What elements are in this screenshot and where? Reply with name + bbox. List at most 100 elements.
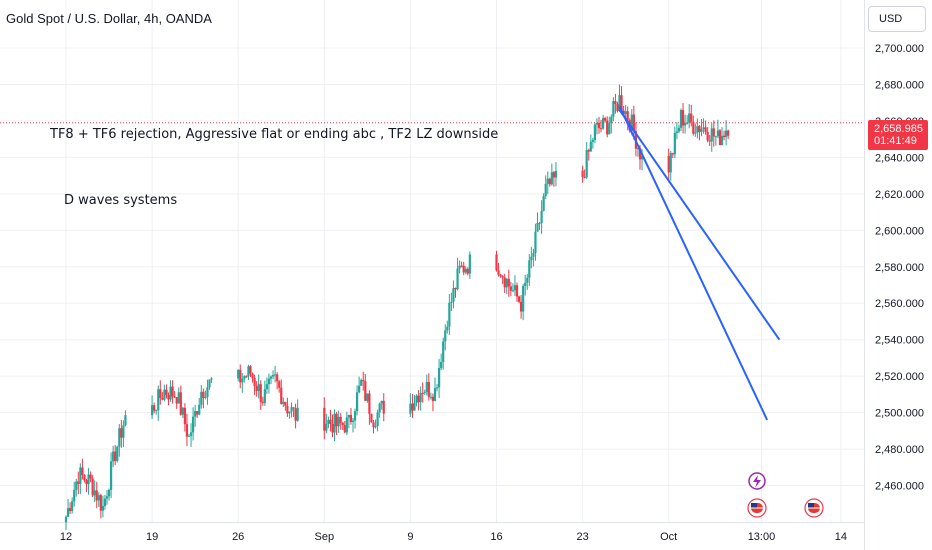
candle-body	[366, 393, 369, 401]
candle-body	[462, 265, 465, 273]
candle-body	[714, 136, 717, 138]
candle-body	[688, 113, 691, 123]
candle-body	[325, 423, 328, 431]
candle-body	[362, 379, 365, 382]
candle-body	[372, 422, 375, 428]
candle-body	[200, 391, 203, 405]
candle-body	[337, 416, 340, 427]
candle-body	[710, 128, 713, 142]
candle-body	[423, 392, 426, 394]
candle-body	[638, 147, 642, 160]
candle-body	[497, 270, 500, 275]
candle-body	[694, 132, 697, 134]
candle-body	[251, 373, 254, 379]
candle-body	[700, 129, 703, 132]
candle-body	[247, 366, 250, 377]
price-tick-label: 2,480.000	[875, 444, 924, 456]
candle-body	[257, 384, 260, 392]
candle-body	[196, 411, 199, 415]
candle-body	[671, 153, 674, 155]
candle-body	[640, 156, 644, 160]
price-tick-label: 2,620.000	[875, 189, 924, 201]
price-tick-label: 2,560.000	[875, 298, 924, 310]
time-tick-label: Oct	[660, 531, 677, 543]
candle-body	[448, 302, 451, 327]
last-price-tag: 2,658.985 01:41:49	[868, 120, 928, 150]
candle-body	[583, 176, 586, 178]
candle-body	[208, 379, 211, 388]
candle-body	[292, 407, 295, 409]
candle-body	[587, 150, 590, 152]
candle-body	[630, 114, 633, 131]
candle-body	[278, 381, 281, 388]
candle-body	[64, 516, 68, 523]
candle-body	[81, 467, 84, 476]
candle-body	[554, 170, 558, 178]
candle-body	[286, 405, 289, 414]
candle-body	[323, 407, 326, 431]
currency-button[interactable]: USD	[868, 6, 926, 32]
candle-body	[675, 131, 678, 133]
candle-body	[249, 366, 252, 374]
candle-body	[495, 254, 498, 271]
candle-body	[522, 285, 525, 312]
candle-body	[239, 369, 242, 383]
candle-body	[517, 296, 521, 302]
candle-body	[425, 381, 428, 393]
candle-body	[509, 286, 512, 291]
candle-body	[241, 378, 244, 383]
candle-body	[532, 253, 535, 257]
candle-body	[269, 376, 273, 379]
time-tick-label: 16	[490, 531, 502, 543]
candle-body	[105, 496, 109, 499]
annotation-text-1[interactable]: TF8 + TF6 rejection, Aggressive flat or …	[50, 127, 499, 142]
candle-body	[157, 389, 160, 411]
trendline	[618, 105, 769, 421]
candle-body	[550, 172, 553, 185]
candle-body	[427, 381, 430, 397]
candle-body	[507, 278, 510, 287]
candle-body	[692, 121, 695, 134]
candle-body	[259, 384, 262, 402]
candle-body	[339, 416, 342, 423]
candle-body	[708, 140, 711, 142]
candle-body	[210, 378, 213, 380]
candle-body	[79, 467, 82, 484]
candle-body	[376, 412, 379, 427]
candle-body	[95, 490, 98, 501]
candle-body	[667, 156, 670, 173]
time-tick-label: 19	[146, 531, 158, 543]
candle-body	[288, 411, 291, 414]
candle-body	[538, 223, 541, 225]
candle-body	[419, 392, 422, 403]
price-tick-label: 2,640.000	[875, 152, 924, 164]
candle-body	[167, 395, 170, 400]
bar-countdown: 01:41:49	[874, 135, 917, 147]
candle-body	[606, 120, 609, 135]
candle-body	[626, 111, 629, 121]
candle-body	[513, 285, 517, 291]
candle-body	[179, 392, 182, 415]
annotation-text-2[interactable]: D waves systems	[64, 193, 178, 208]
candle-body	[511, 290, 514, 292]
price-tick-label: 2,520.000	[875, 371, 924, 383]
candle-body	[544, 183, 547, 197]
candle-body	[679, 110, 683, 128]
candle-body	[442, 341, 445, 362]
flag-canton	[751, 503, 757, 508]
candle-body	[501, 276, 504, 278]
candle-body	[599, 128, 603, 130]
candle-body	[612, 101, 615, 117]
candle-body	[93, 490, 96, 496]
candle-body	[245, 376, 248, 378]
candle-body	[183, 407, 186, 425]
candle-body	[698, 126, 701, 132]
candle-body	[409, 403, 412, 414]
candle-body	[704, 127, 707, 132]
price-tick-label: 2,700.000	[875, 43, 924, 55]
candle-body	[464, 268, 467, 273]
candle-body	[263, 389, 266, 404]
candle-body	[620, 95, 623, 111]
candle-body	[382, 400, 385, 414]
